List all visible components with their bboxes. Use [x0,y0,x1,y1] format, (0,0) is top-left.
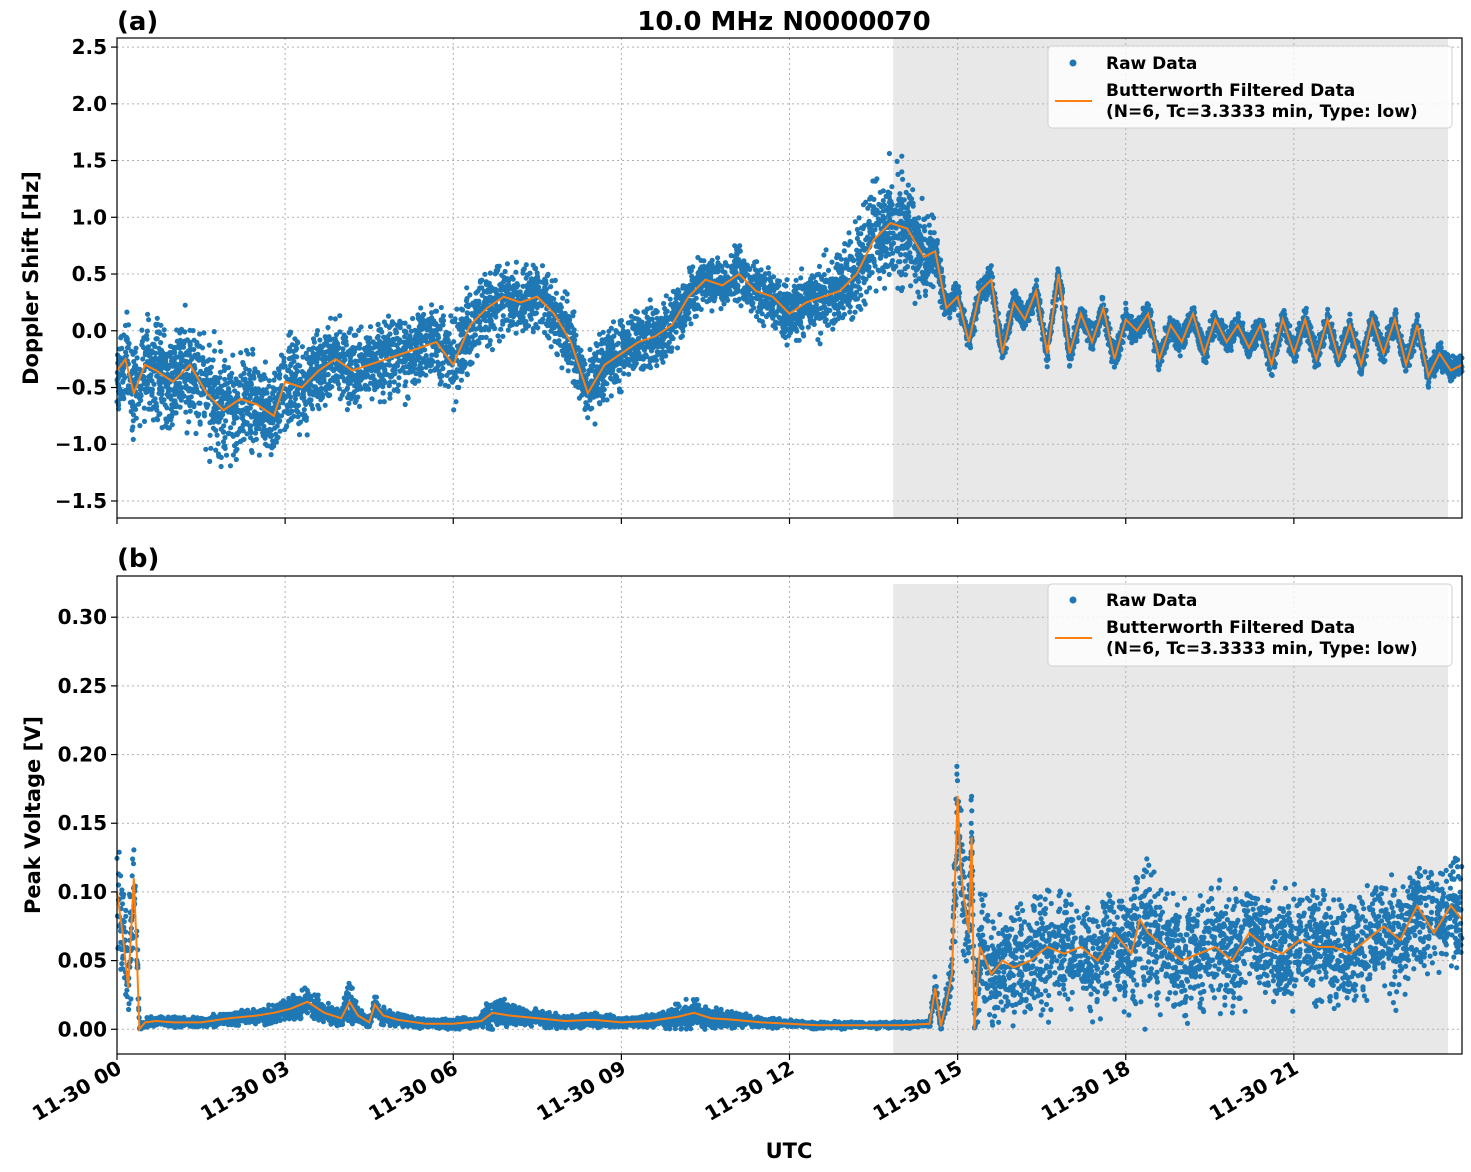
y-tick-label: 0.00 [58,1017,107,1041]
panel-a-legend-box [1047,45,1453,129]
panel-b-y-ticks: 0.30 0.25 0.20 0.15 0.10 0.05 0.00 [58,605,117,1041]
raw-data-marks [114,150,1465,470]
x-tick-label: 11-30 09 [532,1056,630,1126]
panel-b-legend-filtered-label-1: Butterworth Filtered Data [1106,618,1355,638]
x-tick-label: 11-30 15 [869,1056,967,1126]
x-tick-label: 11-30 03 [196,1056,294,1126]
panel-a-ylabel: Doppler Shift [Hz] [19,171,43,385]
panel-b-filtered-line [116,795,1463,1033]
y-tick-label: 2.5 [72,35,107,59]
panel-b-legend-raw-marker [1069,596,1077,604]
panel-b-legend-raw-label: Raw Data [1106,591,1197,611]
y-tick-label: 0.30 [58,605,107,629]
panel-a-doppler-shift: 2.5 2.0 1.5 1.0 0.5 0.0 −0.5 −1.0 −1.5 (a) Doppl… [19,7,1465,524]
panel-a-y-ticks: 2.5 2.0 1.5 1.0 0.5 0.0 −0.5 −1.0 −1.5 [55,35,117,513]
panel-a-legend-filtered-label-1: Butterworth Filtered Data [1106,81,1355,101]
y-tick-label: 0.20 [58,743,107,767]
y-tick-label: 0.5 [72,262,107,286]
x-tick-label: 11-30 12 [700,1056,798,1126]
y-tick-label: 1.5 [72,149,107,173]
y-tick-label: −1.5 [55,489,107,513]
x-axis-label: UTC [766,1139,813,1163]
y-tick-label: −1.0 [55,432,107,456]
panel-b-x-ticks [116,1054,1295,1060]
x-tick-label: 11-30 18 [1037,1056,1135,1126]
panel-b-peak-voltage: 0.30 0.25 0.20 0.15 0.10 0.05 0.00 (b) Peak Vo… [21,544,1465,1060]
panel-a-raw-data-points [114,150,1465,470]
panel-b-ylabel: Peak Voltage [V] [21,716,45,914]
x-axis-tick-labels: 11-30 00 11-30 03 11-30 06 11-30 09 11-30 12… [28,1056,1302,1126]
y-tick-label: −0.5 [55,376,107,400]
y-tick-label: 0.15 [58,811,107,835]
x-tick-label: 11-30 00 [28,1056,126,1126]
y-tick-label: 1.0 [72,205,107,229]
y-tick-label: 2.0 [72,92,107,116]
panel-b-raw-data-points [114,763,1465,1032]
panel-a-label: (a) [117,7,158,37]
panel-b-legend-filtered-label-2: (N=6, Tc=3.3333 min, Type: low) [1106,639,1418,659]
x-tick-label: 11-30 06 [364,1056,462,1126]
x-tick-label: 11-30 21 [1205,1056,1303,1126]
panel-b-legend-box [1047,583,1453,667]
panel-b-legend: Raw Data Butterworth Filtered Data (N=6,… [1047,583,1453,667]
chart-title: 10.0 MHz N0000070 [637,7,930,37]
panel-a-legend-filtered-label-2: (N=6, Tc=3.3333 min, Type: low) [1106,102,1418,122]
panel-a-legend-raw-marker [1069,59,1077,67]
y-tick-label: 0.25 [58,674,107,698]
panel-a-legend-raw-label: Raw Data [1106,54,1197,74]
y-tick-label: 0.0 [72,319,107,343]
panel-a-legend: Raw Data Butterworth Filtered Data (N=6,… [1047,45,1453,129]
panel-a-x-ticks [116,518,1295,524]
y-tick-label: 0.10 [58,880,107,904]
y-tick-label: 0.05 [58,949,107,973]
raw-data-marks [114,763,1465,1032]
panel-a-filtered-line [116,221,1463,418]
panel-b-label: (b) [117,544,159,574]
